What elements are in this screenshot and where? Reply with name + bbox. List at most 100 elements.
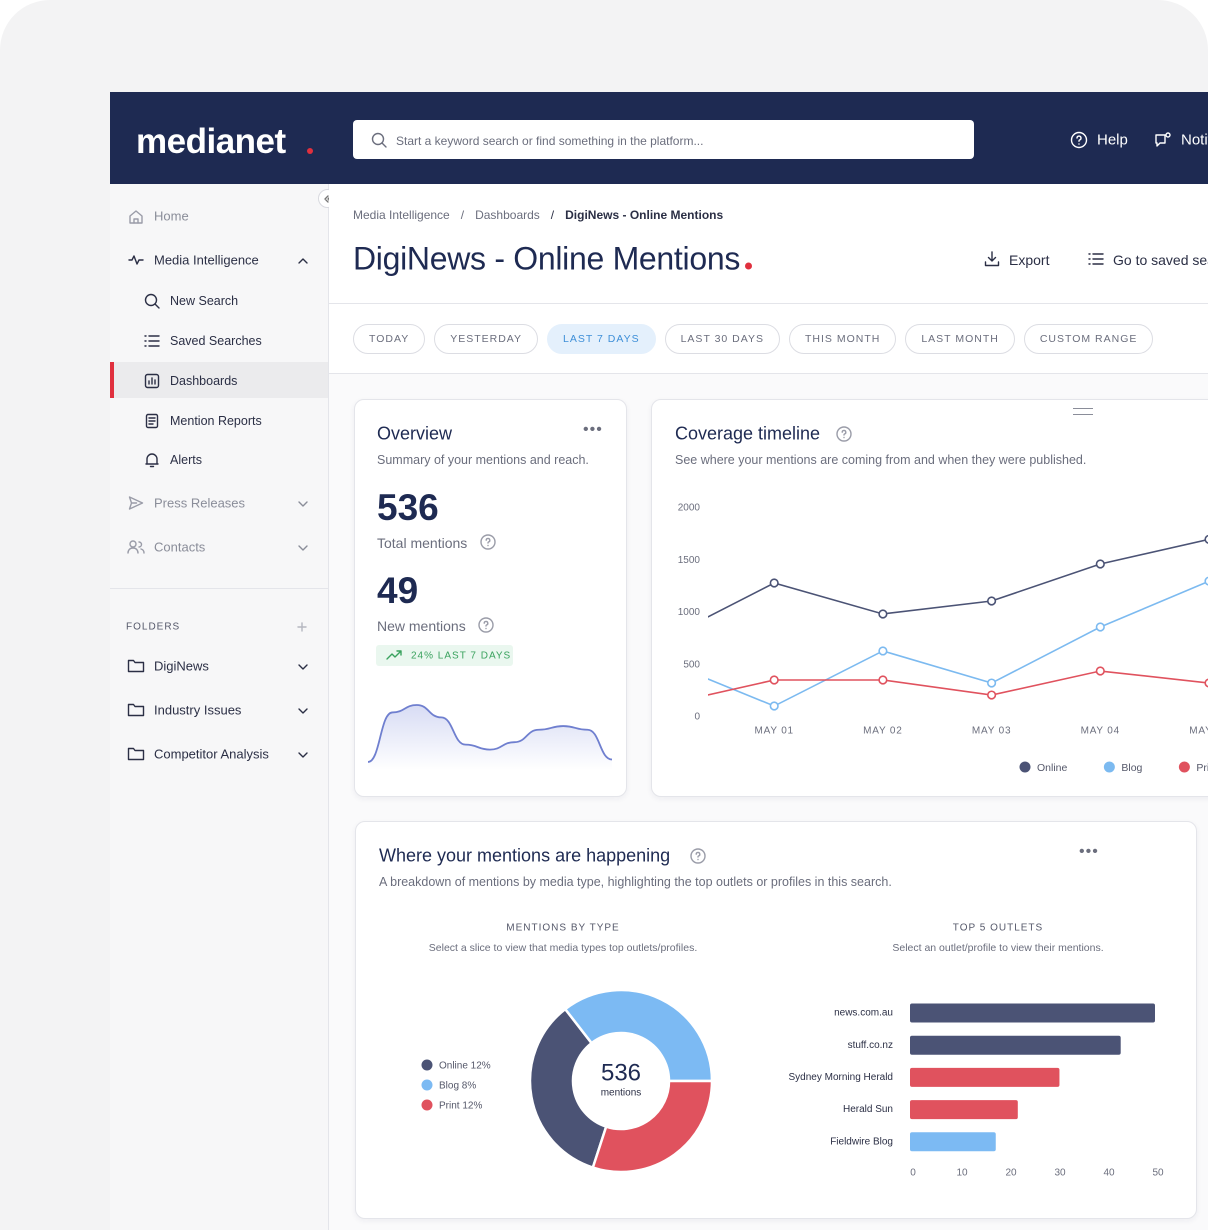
legend-label: Blog 8%	[439, 1081, 476, 1092]
help-link[interactable]: Help	[1097, 131, 1128, 149]
y-tick-label: news.com.au	[834, 1008, 893, 1019]
bar	[910, 1003, 1155, 1023]
date-filter[interactable]: YESTERDAY	[434, 324, 539, 354]
nav-item[interactable]: Dashboards	[170, 374, 238, 388]
section-heading: TOP 5 OUTLETS	[952, 922, 1044, 934]
card-title: Coverage timeline	[675, 423, 821, 444]
trend-text: 24% LAST 7 DAYS	[411, 650, 512, 662]
date-filter[interactable]: THIS MONTH	[789, 324, 897, 354]
series-line	[708, 580, 1208, 707]
separator: /	[460, 208, 465, 222]
bar	[910, 1067, 1060, 1087]
x-tick-label: MAY 01	[754, 726, 793, 737]
chevron-down	[298, 708, 308, 714]
point	[1095, 622, 1105, 632]
separator: /	[550, 208, 555, 222]
chevron-down	[298, 501, 308, 507]
legend-label: Online	[1037, 762, 1068, 774]
point	[769, 701, 779, 711]
nav-active-bg	[110, 362, 328, 398]
search-icon	[144, 293, 160, 309]
nav-item[interactable]: Home	[154, 208, 189, 224]
chevron-down	[298, 752, 308, 758]
folder-icon	[127, 703, 145, 717]
folder-icon	[127, 747, 145, 761]
nav-item[interactable]: Saved Searches	[170, 334, 262, 348]
saved-searches-button[interactable]: Go to saved searches	[1113, 252, 1208, 268]
trend-badge	[376, 645, 513, 666]
trend-icon	[386, 650, 402, 660]
bell-icon	[145, 453, 159, 468]
legend-swatch	[421, 1099, 433, 1111]
legend-label: Blog	[1121, 762, 1142, 774]
point	[769, 578, 779, 588]
x-tick-label: MAY 05	[1189, 726, 1208, 737]
add-folder[interactable]	[297, 622, 307, 632]
help-icon[interactable]	[480, 534, 496, 550]
drag-handle[interactable]	[1073, 408, 1093, 409]
nav-item[interactable]: Contacts	[154, 539, 206, 555]
nav-item[interactable]: Media Intelligence	[154, 252, 259, 268]
total-mentions-value: 536	[377, 487, 439, 528]
total-mentions-label: Total mentions	[377, 535, 468, 551]
point	[1095, 559, 1105, 569]
legend-swatch	[1103, 761, 1115, 773]
y-tick-label: 0	[694, 712, 700, 723]
search-box[interactable]	[353, 120, 974, 159]
point	[986, 596, 997, 606]
section-hint: Select a slice to view that media types …	[428, 942, 698, 954]
list-icon	[1088, 253, 1104, 265]
y-tick-label: 2000	[678, 503, 701, 514]
date-filter[interactable]: TODAY	[353, 324, 426, 354]
nav-item[interactable]: Press Releases	[154, 495, 246, 511]
date-filter[interactable]: LAST MONTH	[905, 324, 1015, 354]
point	[1204, 678, 1208, 688]
export-icon	[984, 251, 1000, 267]
x-tick-label: 30	[1054, 1168, 1066, 1179]
nav-item[interactable]: New Search	[170, 294, 239, 308]
notifications-link[interactable]: Notifications	[1181, 131, 1208, 149]
x-tick-label: 50	[1152, 1168, 1164, 1179]
donut-slice	[528, 1007, 608, 1170]
folder-item[interactable]: DigiNews	[154, 658, 209, 674]
date-filter[interactable]: CUSTOM RANGE	[1023, 324, 1154, 354]
logo-dot	[307, 148, 313, 154]
breadcrumb-item[interactable]: Media Intelligence	[353, 208, 450, 222]
breadcrumb-item[interactable]: Dashboards	[475, 208, 540, 222]
help-icon[interactable]	[690, 848, 706, 864]
x-tick-label: MAY 02	[863, 726, 902, 737]
bar	[910, 1132, 996, 1152]
nav-item[interactable]: Alerts	[170, 453, 202, 467]
export-button[interactable]: Export	[1009, 252, 1050, 268]
chevron-up	[298, 258, 308, 264]
sidebar	[110, 184, 329, 1230]
x-tick-label: 40	[1103, 1168, 1115, 1179]
point	[662, 701, 670, 709]
help-icon[interactable]	[836, 426, 852, 442]
help-icon[interactable]	[478, 617, 494, 633]
divider	[329, 373, 1208, 374]
new-mentions-label: New mentions	[377, 618, 466, 634]
nav-item[interactable]: Mention Reports	[170, 414, 262, 428]
bar	[910, 1100, 1018, 1120]
folder-item[interactable]: Industry Issues	[154, 702, 242, 718]
more-menu[interactable]: •••	[583, 421, 603, 438]
point	[662, 635, 670, 643]
logo[interactable]: medianet	[136, 122, 286, 161]
y-tick-label: 500	[683, 659, 700, 670]
point	[769, 675, 779, 685]
title-dot	[745, 262, 753, 270]
chevron-down	[298, 664, 308, 670]
x-tick-label: 0	[910, 1168, 916, 1179]
date-filter[interactable]: LAST 30 DAYS	[664, 324, 780, 354]
point	[1095, 666, 1105, 676]
more-menu[interactable]: •••	[1079, 843, 1099, 860]
date-filter-active[interactable]: LAST 7 DAYS	[547, 324, 656, 354]
legend-swatch	[1019, 761, 1031, 773]
point	[878, 646, 888, 656]
x-tick-label: MAY 03	[972, 726, 1011, 737]
page-title-text: DigiNews - Online Mentions	[353, 240, 741, 277]
folder-item[interactable]: Competitor Analysis	[154, 746, 269, 762]
contacts-icon	[127, 540, 145, 554]
